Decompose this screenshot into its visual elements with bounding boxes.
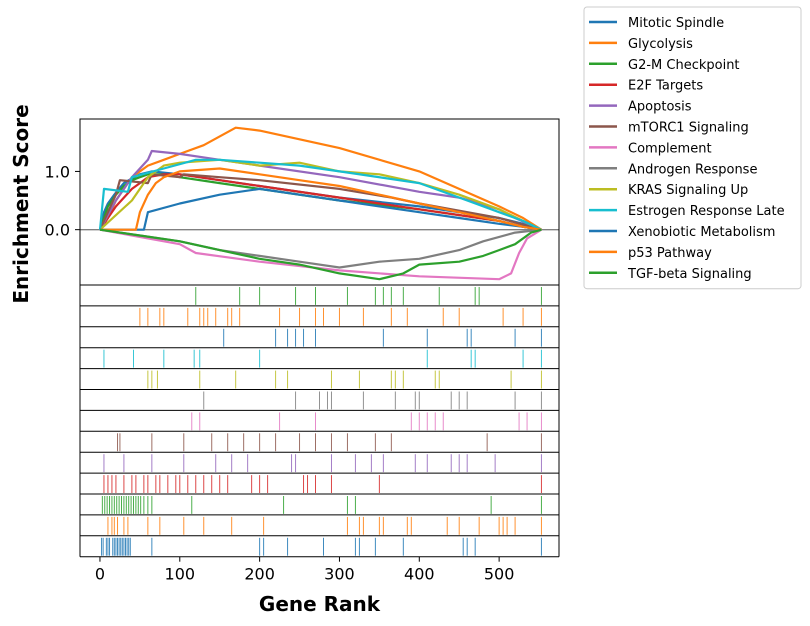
hit-strip-8 — [80, 370, 559, 390]
legend-label: TGF-beta Signaling — [627, 267, 752, 282]
legend-item: Mitotic Spindle — [589, 16, 724, 31]
hit-strip-7 — [80, 391, 559, 411]
legend-label: Mitotic Spindle — [628, 16, 724, 31]
legend-item: Glycolysis — [589, 37, 693, 52]
y-axis: 0.0 1.0 — [45, 162, 80, 240]
legend-label: p53 Pathway — [628, 246, 712, 261]
x-axis: 0 100 200 300 400 500 — [95, 556, 515, 584]
series-line-11 — [100, 167, 542, 231]
legend-item: Androgen Response — [589, 162, 757, 177]
x-tick-label: 200 — [244, 565, 275, 584]
series-line-12 — [99, 228, 542, 281]
legend-label: Androgen Response — [628, 162, 757, 177]
legend-label: Complement — [628, 141, 712, 156]
legend-item: Apoptosis — [589, 100, 692, 115]
hit-strip-12 — [80, 287, 559, 307]
series-line-6 — [99, 228, 542, 281]
hit-strip-10 — [80, 328, 559, 349]
legend-label: KRAS Signaling Up — [628, 183, 748, 198]
legend-item: KRAS Signaling Up — [589, 183, 748, 198]
legend-box — [583, 6, 802, 290]
legend-label: Apoptosis — [628, 100, 692, 115]
hit-strip-1 — [80, 516, 559, 537]
series-line-9 — [98, 158, 542, 231]
hit-strip-3 — [80, 475, 559, 495]
x-tick-label: 400 — [404, 565, 435, 584]
x-tick-label: 100 — [165, 565, 196, 584]
legend: Mitotic Spindle Glycolysis G2-M Checkpoint… — [583, 6, 802, 290]
series-lines — [98, 126, 542, 281]
legend-item: G2-M Checkpoint — [589, 58, 740, 73]
x-tick-label: 0 — [95, 565, 105, 584]
y-axis-label: Enrichment Score — [9, 104, 33, 303]
hit-strip-11 — [80, 307, 559, 328]
hit-strip-9 — [80, 349, 559, 370]
hit-strip-4 — [80, 454, 559, 474]
legend-label: G2-M Checkpoint — [628, 58, 740, 73]
legend-item: E2F Targets — [589, 79, 703, 94]
plot-frame — [79, 118, 560, 286]
legend-item: TGF-beta Signaling — [589, 267, 752, 282]
legend-item: Xenobiotic Metabolism — [589, 225, 775, 240]
x-tick-label: 500 — [484, 565, 515, 584]
y-tick-label: 0.0 — [45, 221, 70, 240]
series-line-7 — [99, 228, 542, 269]
hit-strip-0 — [80, 537, 559, 558]
x-tick-label: 300 — [324, 565, 355, 584]
hit-strip-6 — [80, 412, 559, 432]
hit-strip-2 — [80, 496, 559, 516]
legend-item: mTORC1 Signaling — [589, 121, 749, 136]
enrichment-plot — [79, 118, 560, 286]
legend-item: Estrogen Response Late — [589, 204, 785, 219]
y-tick-label: 1.0 — [45, 162, 70, 181]
hit-strip-5 — [80, 433, 559, 453]
legend-label: E2F Targets — [628, 79, 703, 94]
legend-label: Estrogen Response Late — [628, 204, 785, 219]
legend-item: p53 Pathway — [589, 246, 712, 261]
legend-label: Glycolysis — [628, 37, 693, 52]
x-axis-label: Gene Rank — [259, 592, 381, 616]
legend-label: mTORC1 Signaling — [628, 121, 749, 136]
legend-label: Xenobiotic Metabolism — [628, 225, 775, 240]
hit-strips — [79, 285, 560, 558]
legend-item: Complement — [589, 141, 712, 156]
series-line-8 — [99, 158, 542, 231]
series-line-10 — [100, 187, 542, 231]
